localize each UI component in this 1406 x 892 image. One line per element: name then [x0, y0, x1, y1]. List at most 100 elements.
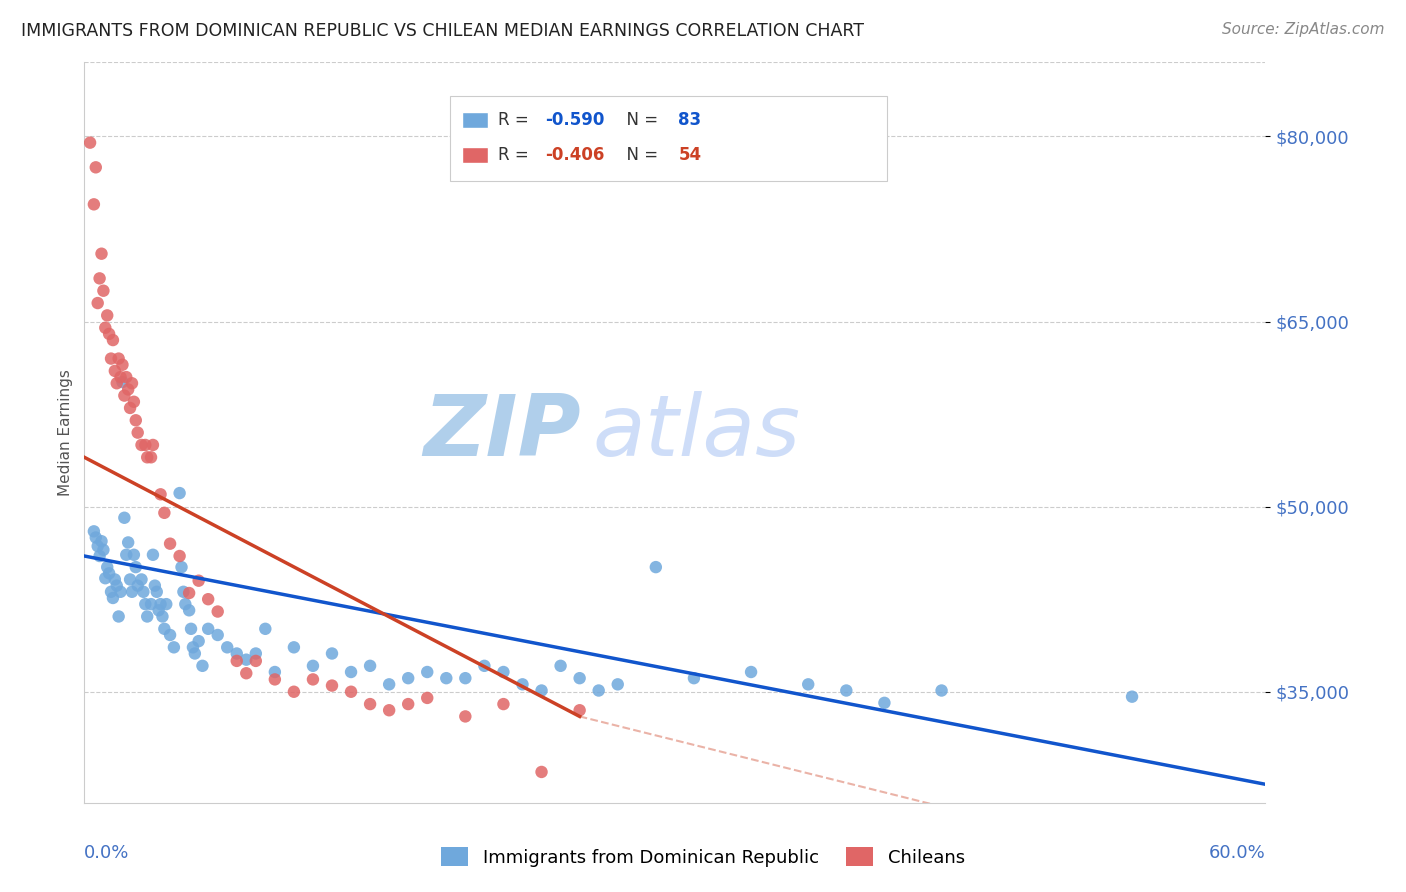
FancyBboxPatch shape	[450, 95, 887, 181]
Point	[84, 531, 107, 545]
Text: Source: ZipAtlas.com: Source: ZipAtlas.com	[1222, 22, 1385, 37]
Point	[155, 597, 177, 611]
Point	[179, 603, 201, 617]
Point	[94, 320, 117, 334]
Point	[84, 161, 107, 175]
Point	[152, 609, 174, 624]
Point	[104, 573, 127, 587]
Point	[122, 394, 145, 409]
Point	[169, 486, 191, 500]
Point	[89, 271, 111, 285]
Point	[111, 358, 134, 372]
Point	[644, 560, 666, 574]
Point	[120, 401, 142, 415]
Point	[492, 665, 515, 679]
Point	[121, 584, 143, 599]
Point	[122, 548, 145, 562]
Point	[197, 592, 219, 607]
Point	[187, 574, 209, 588]
Point	[153, 506, 176, 520]
Point	[159, 628, 181, 642]
Point	[245, 654, 267, 668]
Point	[740, 665, 762, 679]
Point	[225, 647, 247, 661]
Point	[172, 584, 194, 599]
Point	[107, 609, 129, 624]
Point	[104, 364, 127, 378]
Point	[235, 666, 257, 681]
Point	[105, 579, 128, 593]
Text: 60.0%: 60.0%	[1209, 844, 1265, 862]
Point	[396, 697, 419, 711]
Point	[90, 246, 112, 260]
Text: R =: R =	[498, 112, 534, 129]
FancyBboxPatch shape	[463, 147, 488, 163]
Text: atlas: atlas	[592, 391, 800, 475]
Point	[131, 438, 153, 452]
Point	[174, 597, 197, 611]
Point	[378, 703, 401, 717]
Point	[112, 389, 135, 403]
Legend: Immigrants from Dominican Republic, Chileans: Immigrants from Dominican Republic, Chil…	[434, 840, 972, 874]
Point	[115, 548, 138, 562]
Point	[117, 383, 139, 397]
Point	[207, 605, 229, 619]
Point	[169, 549, 191, 563]
Point	[321, 679, 343, 693]
Point	[153, 622, 176, 636]
Point	[359, 658, 381, 673]
Point	[142, 548, 165, 562]
Point	[110, 584, 132, 599]
Point	[835, 683, 858, 698]
Point	[131, 573, 153, 587]
Text: 83: 83	[679, 112, 702, 129]
Point	[340, 685, 363, 699]
Text: IMMIGRANTS FROM DOMINICAN REPUBLIC VS CHILEAN MEDIAN EARNINGS CORRELATION CHART: IMMIGRANTS FROM DOMINICAN REPUBLIC VS CH…	[21, 22, 865, 40]
Point	[149, 487, 172, 501]
Point	[94, 571, 117, 585]
Point	[121, 376, 143, 391]
Point	[181, 640, 204, 655]
Point	[416, 665, 439, 679]
Point	[96, 309, 118, 323]
Text: 54: 54	[679, 146, 702, 164]
Point	[217, 640, 239, 655]
Point	[86, 296, 108, 310]
Point	[359, 697, 381, 711]
Point	[79, 136, 101, 150]
Text: -0.406: -0.406	[546, 146, 605, 164]
Point	[139, 597, 162, 611]
Point	[170, 560, 193, 574]
Point	[606, 677, 628, 691]
Point	[136, 450, 159, 465]
Point	[136, 609, 159, 624]
Point	[1121, 690, 1143, 704]
Point	[120, 573, 142, 587]
Point	[100, 351, 122, 366]
Point	[187, 634, 209, 648]
Point	[283, 685, 305, 699]
Text: N =: N =	[616, 146, 664, 164]
Point	[683, 671, 706, 685]
Point	[302, 673, 325, 687]
Point	[283, 640, 305, 655]
Text: N =: N =	[616, 112, 664, 129]
Point	[110, 370, 132, 384]
Point	[550, 658, 572, 673]
Point	[302, 658, 325, 673]
Point	[83, 197, 105, 211]
Point	[180, 622, 202, 636]
Point	[378, 677, 401, 691]
Point	[340, 665, 363, 679]
Point	[142, 438, 165, 452]
Point	[83, 524, 105, 539]
Point	[127, 579, 149, 593]
Point	[111, 375, 134, 389]
Point	[112, 510, 135, 524]
Text: 0.0%: 0.0%	[84, 844, 129, 862]
Point	[931, 683, 953, 698]
Point	[96, 560, 118, 574]
Point	[159, 536, 181, 550]
Point	[117, 535, 139, 549]
Point	[245, 647, 267, 661]
